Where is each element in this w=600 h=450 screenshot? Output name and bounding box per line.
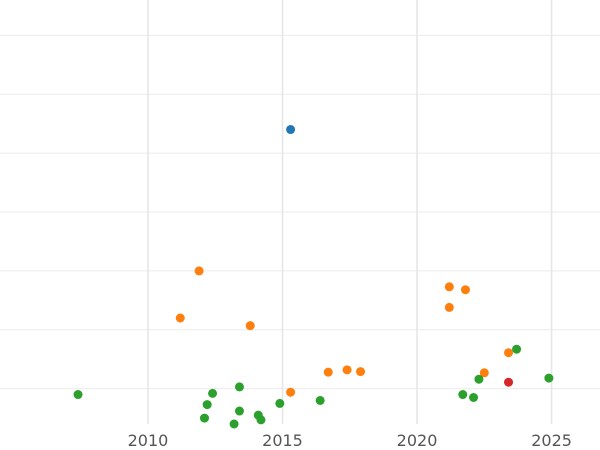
scatter-point [202, 400, 212, 410]
scatter-point [479, 368, 489, 378]
scatter-point [286, 125, 296, 135]
scatter-point [286, 387, 296, 397]
scatter-point [315, 395, 325, 405]
scatter-point [356, 367, 366, 377]
scatter-point [175, 313, 185, 323]
x-tick-label: 2015 [262, 431, 303, 450]
scatter-point [234, 382, 244, 392]
x-axis-ticks: 2010 2015 2020 2025 [128, 431, 572, 450]
grid-layer [0, 0, 600, 424]
x-tick-label: 2025 [531, 431, 572, 450]
scatter-point [444, 282, 454, 292]
scatter-point [323, 367, 333, 377]
scatter-point [460, 285, 470, 295]
scatter-point [234, 406, 244, 416]
scatter-point [544, 373, 554, 383]
scatter-point [73, 390, 83, 400]
scatter-point [275, 398, 285, 408]
scatter-point [199, 413, 209, 423]
scatter-point [474, 374, 484, 384]
scatter-point [444, 302, 454, 312]
scatter-point [504, 377, 514, 387]
scatter-point [245, 321, 255, 331]
scatter-point [469, 393, 479, 402]
x-tick-label: 2020 [397, 431, 438, 450]
points-layer [73, 125, 554, 429]
x-tick-label: 2010 [128, 431, 169, 450]
scatter-point [504, 348, 514, 358]
scatter-point [256, 415, 266, 425]
scatter-point [208, 388, 218, 398]
scatter-point [194, 266, 204, 276]
scatter-point [512, 344, 522, 354]
scatter-point [229, 419, 239, 429]
scatter-point [342, 365, 352, 375]
scatter-point [458, 390, 468, 400]
